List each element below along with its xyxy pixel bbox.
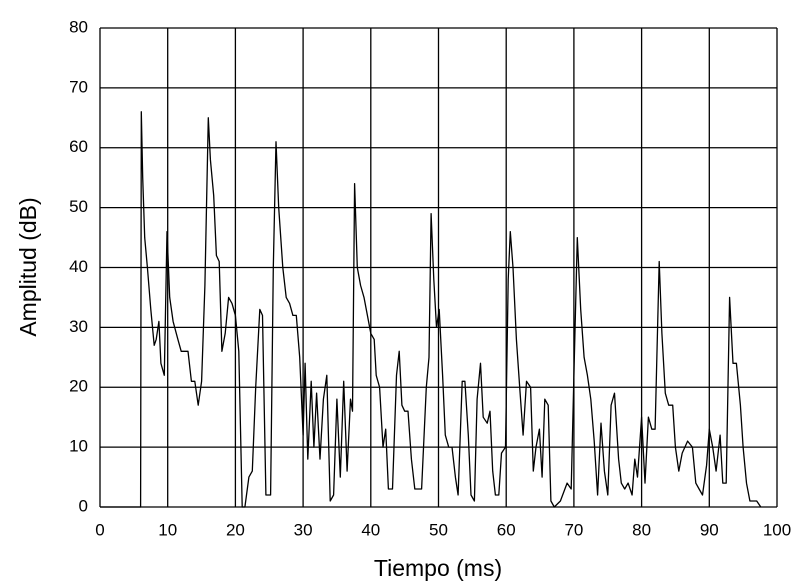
x-tick-label: 0 xyxy=(95,520,104,539)
x-tick-label: 70 xyxy=(564,520,583,539)
x-tick-label: 80 xyxy=(632,520,651,539)
x-tick-label: 20 xyxy=(226,520,245,539)
x-tick-label: 100 xyxy=(763,520,791,539)
y-axis-label: Amplitud (dB) xyxy=(15,197,41,336)
y-tick-label: 30 xyxy=(69,317,88,336)
x-tick-label: 30 xyxy=(294,520,313,539)
x-tick-label: 90 xyxy=(700,520,719,539)
x-tick-label: 40 xyxy=(361,520,380,539)
x-tick-label: 10 xyxy=(158,520,177,539)
y-tick-label: 0 xyxy=(79,496,88,515)
data-line xyxy=(100,111,762,508)
y-tick-label: 40 xyxy=(69,257,88,276)
y-tick-label: 70 xyxy=(69,77,88,96)
y-tick-label: 20 xyxy=(69,377,88,396)
x-axis-label: Tiempo (ms) xyxy=(374,555,502,581)
x-tick-label: 50 xyxy=(429,520,448,539)
y-tick-label: 60 xyxy=(69,137,88,156)
y-tick-label: 10 xyxy=(69,437,88,456)
y-tick-label: 50 xyxy=(69,197,88,216)
y-tick-label: 80 xyxy=(69,17,88,36)
x-tick-label: 60 xyxy=(497,520,516,539)
